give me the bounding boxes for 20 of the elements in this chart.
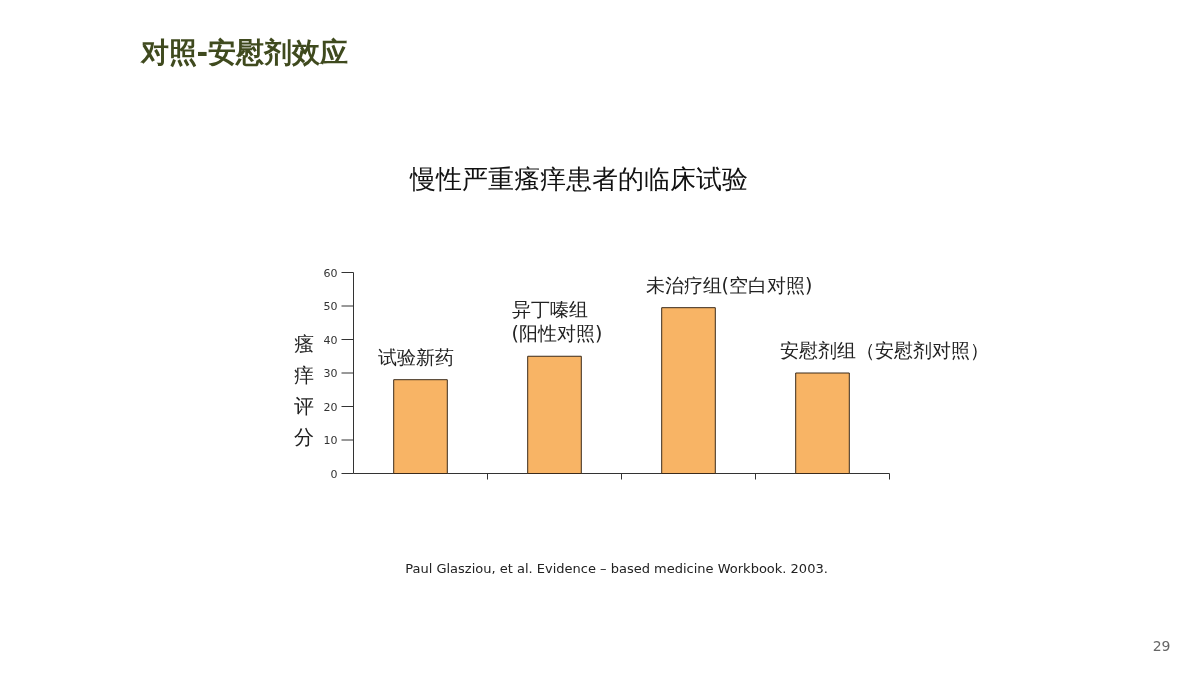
y-tick-label: 30 bbox=[323, 367, 338, 380]
bar bbox=[661, 307, 716, 474]
y-tick-label: 20 bbox=[323, 400, 338, 414]
y-tick-label: 60 bbox=[323, 266, 338, 280]
chart-title: 对照-安慰剂效应 bbox=[139, 36, 349, 69]
text: 29 bbox=[1152, 637, 1171, 654]
y-tick-label: 50 bbox=[323, 300, 338, 313]
y-axis-title: 瘙痒评分 bbox=[293, 331, 314, 450]
x-tick-label: 未治疗组(空白对照) bbox=[645, 273, 813, 296]
x-tick-label: 异丁嗪组 (阳性对照) bbox=[511, 298, 603, 345]
y-tick-label: 40 bbox=[323, 333, 338, 347]
y-tick-label: 0 bbox=[330, 467, 338, 481]
bar bbox=[795, 372, 850, 474]
bar bbox=[527, 355, 582, 474]
bar bbox=[393, 379, 448, 474]
x-tick-label: 试验新药 bbox=[377, 345, 454, 368]
y-tick-label: 10 bbox=[323, 434, 338, 447]
x-tick-label: 安慰剂组（安慰剂对照） bbox=[779, 339, 989, 361]
chart-subtitle: 慢性严重瘙痒患者的临床试验 bbox=[408, 163, 748, 194]
text: Paul Glasziou, et al. Evidence – based medicine Workbook. 2003. bbox=[405, 561, 828, 576]
